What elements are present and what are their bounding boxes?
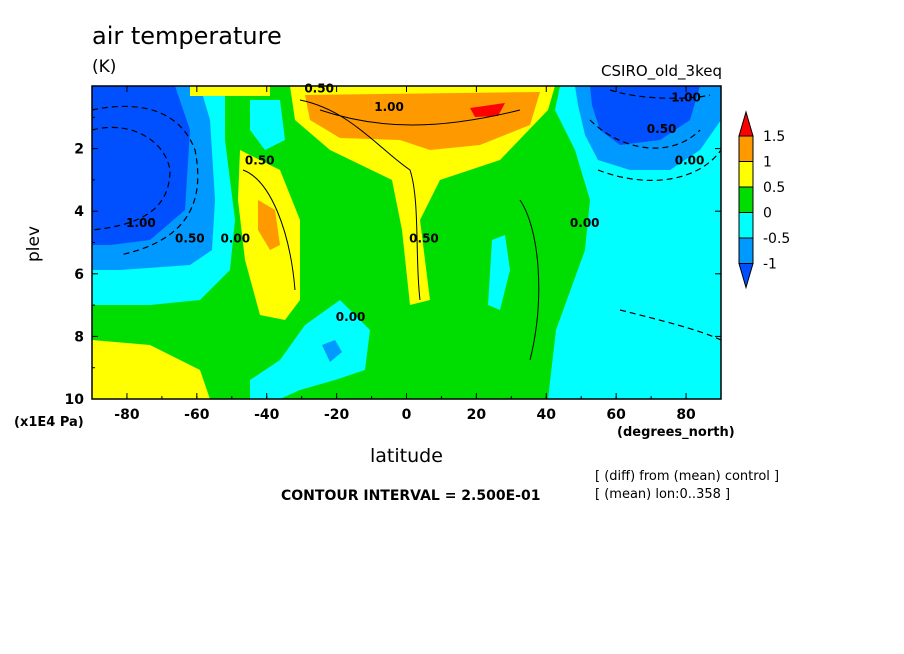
- y-tick-label: 10: [65, 392, 85, 408]
- midlat-orange-core: [258, 200, 280, 250]
- colorbar-bottom-arrow: [738, 263, 754, 290]
- y-tick-label: 8: [74, 329, 84, 345]
- contour-labels: 0.50 1.00 0.50 1.00 0.50 0.00 0.50 0.00 0.00 0.50…: [126, 81, 704, 323]
- colorbar-label: -1: [763, 257, 777, 273]
- subtropic-cyan-blob: [250, 300, 370, 399]
- sh-contour-2: [92, 126, 171, 231]
- colorbar-label: 0.5: [763, 180, 785, 196]
- subtropic-blue-blob: [322, 340, 342, 362]
- colorbar-label: 1.5: [763, 129, 785, 145]
- x-tick-label: 0: [402, 407, 412, 423]
- nh-midlat-cyan-blob: [488, 235, 510, 310]
- y-tick-label: 4: [74, 204, 84, 220]
- contour-label: 0.00: [675, 153, 705, 167]
- contour-label: 0.50: [175, 232, 205, 246]
- dataset-label: CSIRO_old_3keq: [601, 62, 722, 80]
- colorbar-segment: [738, 186, 754, 213]
- tropical-red-core: [470, 103, 505, 117]
- x-tick-label: -20: [324, 407, 350, 423]
- x-axis-ticks: -80 -60 -40 -20 0 20 40 60 80: [91, 86, 722, 423]
- chart-title: air temperature: [92, 22, 282, 50]
- trop-contour-2: [319, 109, 521, 126]
- chart-units: (K): [92, 57, 117, 77]
- contour-label: 1.00: [374, 100, 404, 114]
- contour-label: 0.50: [409, 232, 439, 246]
- contour-interval: CONTOUR INTERVAL = 2.500E-01: [281, 488, 541, 504]
- y-axis-ticks: 2 4 6 8 10: [65, 116, 721, 408]
- colorbar: 1.5 1 0.5 0 -0.5 -1: [738, 110, 790, 290]
- note-diff: [ (diff) from (mean) control ]: [595, 469, 780, 484]
- contour-label: 0.00: [570, 216, 600, 230]
- sh-bottom-yellow: [92, 340, 210, 399]
- sh-dark-core: [92, 86, 190, 245]
- contour-fill-layer: [92, 86, 721, 399]
- note-mean: [ (mean) lon:0..358 ]: [595, 487, 731, 502]
- nh-contour-solid: [519, 199, 540, 361]
- contour-label: 0.00: [220, 232, 250, 246]
- nh-contour-4: [619, 309, 721, 341]
- y-axis-units: (x1E4 Pa): [14, 415, 84, 430]
- south-cyan-blob: [250, 100, 285, 150]
- colorbar-segment: [738, 212, 754, 239]
- positive-contours: [242, 99, 540, 361]
- sh-contour-1: [92, 105, 199, 256]
- x-axis-units: (degrees_north): [617, 425, 735, 440]
- negative-contours: [92, 89, 721, 341]
- colorbar-segment: [738, 161, 754, 188]
- contour-label: 0.00: [336, 310, 366, 324]
- x-tick-label: 80: [676, 407, 696, 423]
- contour-label: 0.50: [304, 81, 334, 95]
- x-tick-label: 40: [537, 407, 557, 423]
- nh-dark-core: [590, 86, 700, 145]
- colorbar-label: 1: [763, 155, 772, 171]
- nh-contour-1: [609, 89, 711, 99]
- x-tick-label: -40: [254, 407, 280, 423]
- x-tick-label: 20: [467, 407, 487, 423]
- colorbar-top-arrow: [738, 110, 754, 137]
- contour-label: 1.00: [126, 216, 156, 230]
- nh-contour-3: [597, 149, 721, 181]
- x-tick-label: 60: [606, 407, 626, 423]
- top-yellow-strip: [190, 86, 270, 96]
- colorbar-segment: [738, 135, 754, 162]
- y-tick-label: 2: [74, 142, 84, 158]
- y-axis-label: plev: [24, 225, 44, 262]
- contour-label: 1.00: [671, 91, 701, 105]
- x-tick-label: -60: [184, 407, 210, 423]
- y-tick-label: 6: [74, 267, 84, 283]
- midlat-contour: [242, 169, 296, 291]
- nh-contour-2: [589, 119, 701, 149]
- colorbar-segment: [738, 237, 754, 264]
- colorbar-label: -0.5: [763, 231, 790, 247]
- contour-label: 0.50: [245, 153, 275, 167]
- x-axis-label: latitude: [370, 445, 443, 467]
- colorbar-label: 0: [763, 206, 772, 222]
- x-tick-label: -80: [114, 407, 140, 423]
- contour-label: 0.50: [647, 122, 677, 136]
